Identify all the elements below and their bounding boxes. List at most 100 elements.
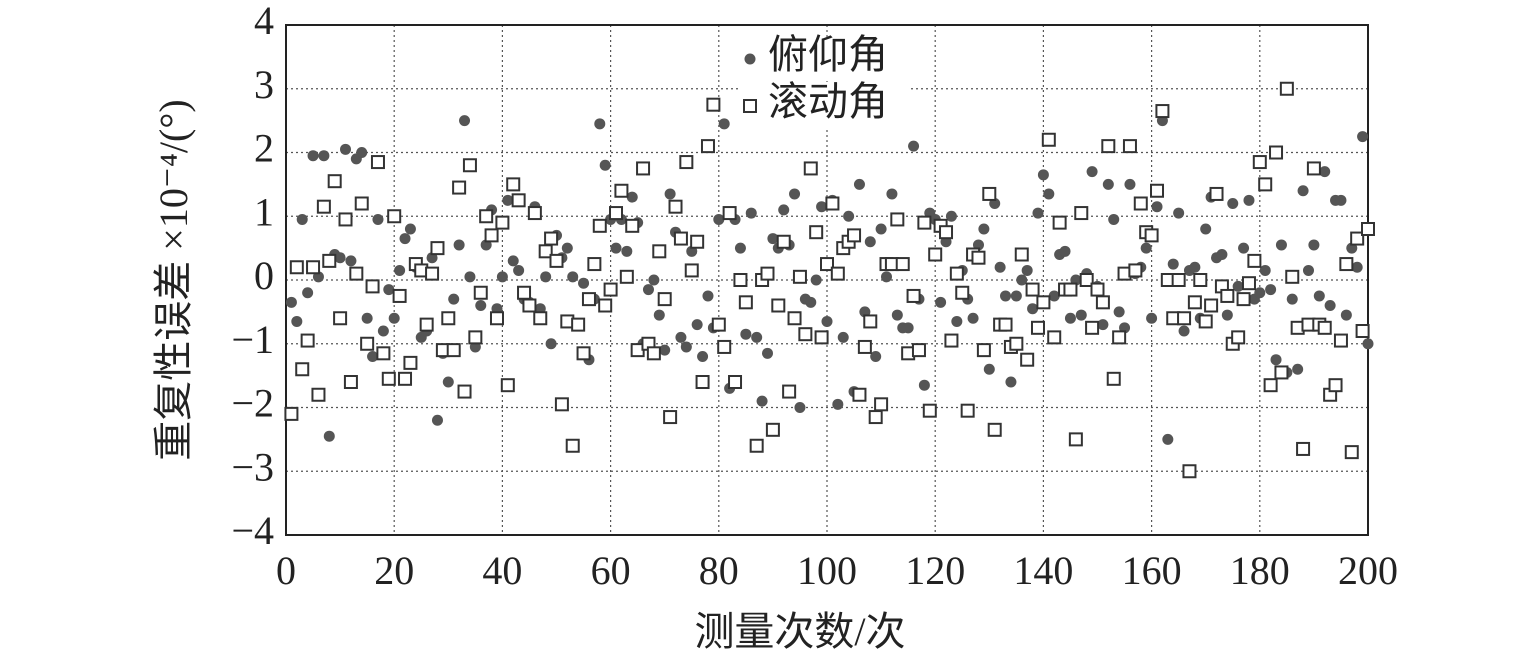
square-point	[1047, 330, 1062, 345]
square-point	[354, 196, 369, 211]
square-point	[830, 266, 845, 281]
square-point	[1241, 276, 1256, 291]
square-point	[1112, 330, 1127, 345]
square-point	[733, 273, 748, 287]
square-point	[1333, 333, 1348, 348]
circle-point	[810, 274, 822, 286]
square-point	[955, 285, 970, 300]
square-point	[874, 397, 889, 412]
square-point	[1231, 330, 1246, 345]
x-tick-label: 100	[797, 548, 857, 593]
circle-point	[1037, 169, 1049, 181]
square-point	[711, 317, 726, 332]
circle-point	[502, 194, 514, 206]
circle-point	[302, 287, 314, 299]
circle-point	[778, 204, 790, 216]
square-point	[820, 257, 834, 272]
circle-point	[334, 252, 346, 264]
circle-point	[767, 233, 779, 245]
circle-point	[713, 213, 725, 225]
circle-point	[513, 264, 525, 276]
square-point	[1204, 298, 1219, 313]
circle-point	[1097, 319, 1109, 331]
square-point	[1030, 320, 1045, 335]
square-point	[1133, 196, 1148, 211]
square-point	[798, 327, 813, 342]
square-point	[495, 215, 510, 230]
circle-point	[361, 312, 373, 324]
circle-point	[1048, 290, 1060, 302]
square-point	[1128, 263, 1143, 278]
square-point	[1095, 295, 1110, 310]
square-point	[792, 269, 807, 284]
square-point	[360, 336, 375, 351]
square-point	[1269, 145, 1284, 160]
circle-point	[659, 344, 671, 356]
square-point	[295, 362, 310, 377]
square-point	[549, 253, 564, 268]
square-point	[695, 375, 710, 389]
square-point	[1025, 282, 1040, 297]
square-point	[419, 317, 434, 332]
circle-point	[453, 239, 465, 251]
square-point	[322, 253, 337, 268]
circle-point	[1059, 245, 1071, 257]
y-tick-label: 3	[254, 62, 274, 107]
square-point	[1041, 132, 1056, 147]
circle-point	[1178, 325, 1190, 337]
square-point	[522, 298, 537, 313]
circle-point	[431, 414, 443, 426]
square-point	[939, 225, 954, 240]
circle-point	[1016, 274, 1028, 286]
square-point	[728, 375, 743, 389]
square-point	[1106, 371, 1121, 386]
square-point	[700, 139, 715, 154]
square-point	[441, 311, 456, 326]
square-point	[473, 285, 488, 300]
square-point	[333, 311, 348, 326]
circle-point	[1064, 312, 1076, 324]
circle-point	[1162, 433, 1174, 445]
legend-bg	[738, 84, 908, 128]
square-point	[803, 161, 818, 176]
circle-point	[1308, 239, 1320, 251]
y-tick-label: −1	[231, 317, 274, 362]
circle-point	[794, 402, 806, 413]
circle-point	[1292, 363, 1304, 375]
square-point	[636, 161, 651, 176]
square-point	[1285, 269, 1300, 284]
legend-label: 俯仰角	[768, 32, 888, 77]
square-point	[479, 209, 494, 224]
circle-point	[1151, 201, 1163, 213]
circle-point	[621, 245, 633, 257]
circle-point	[323, 430, 335, 442]
circle-point	[594, 118, 606, 130]
circle-point	[448, 293, 460, 305]
square-point	[971, 250, 986, 265]
circle-point	[664, 188, 676, 200]
circle-point	[464, 271, 476, 283]
square-point	[500, 378, 515, 393]
square-point	[911, 343, 926, 358]
square-point	[1350, 231, 1365, 246]
square-point	[1144, 228, 1159, 243]
square-point	[809, 225, 824, 240]
square-point	[1263, 378, 1278, 393]
circle-point	[881, 271, 893, 283]
square-point	[743, 99, 757, 113]
square-point	[343, 375, 358, 389]
square-point	[917, 215, 932, 230]
circle-point	[789, 188, 801, 200]
square-point	[1344, 445, 1359, 460]
y-axis-label: 重复性误差 ×10⁻⁴/(°)	[151, 99, 196, 460]
circle-point	[507, 255, 519, 267]
square-point	[1306, 161, 1321, 176]
square-point	[1052, 215, 1067, 230]
square-point	[619, 269, 634, 284]
circle-point	[626, 191, 638, 203]
square-point	[960, 403, 975, 418]
circle-point	[805, 296, 817, 308]
circle-point	[740, 328, 752, 340]
square-point	[922, 403, 937, 418]
